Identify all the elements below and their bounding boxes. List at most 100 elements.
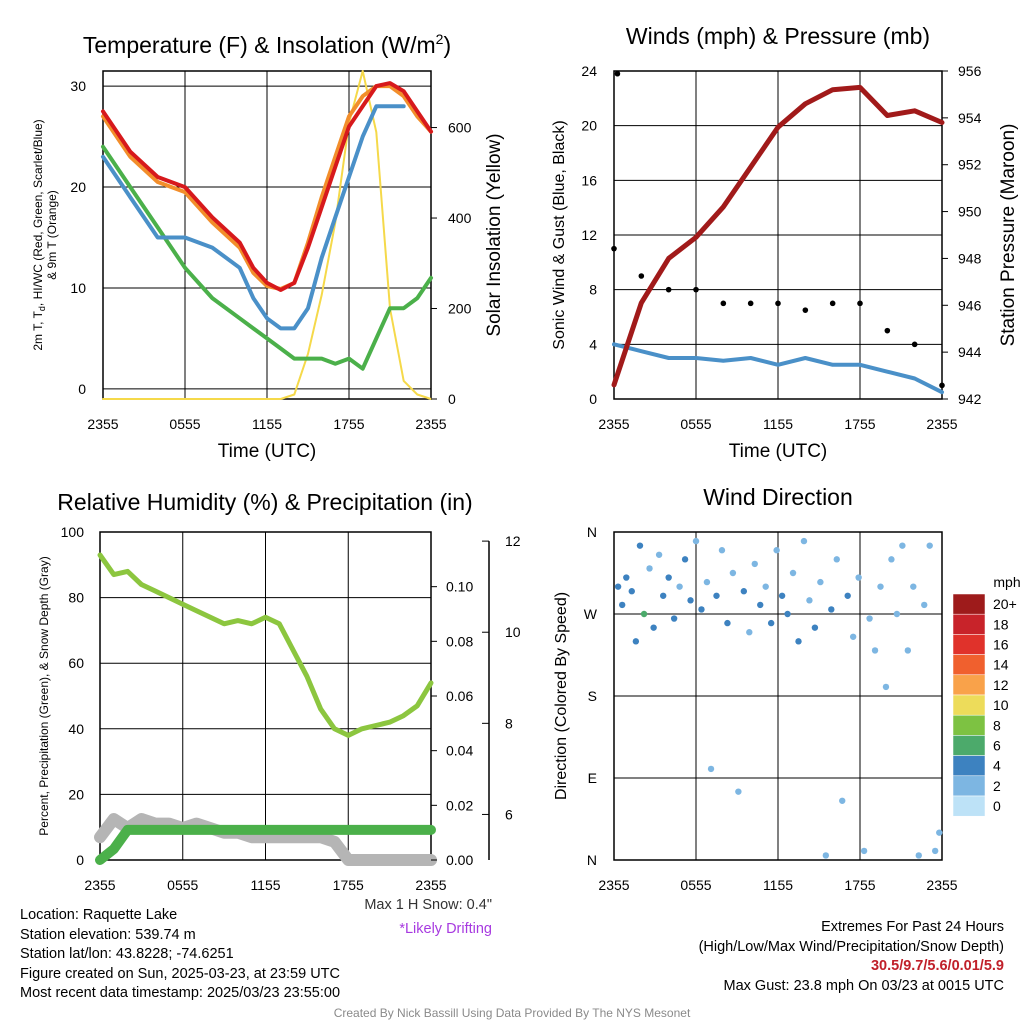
series-solar [102,70,432,400]
direction-point [724,619,731,627]
temperature-ylabel-right: Solar Insolation (Yellow) [484,133,505,336]
direction-point [844,592,851,599]
legend-label: 2 [993,778,1001,794]
y-tick-label-left: 4 [589,336,597,352]
x-tick-label: 1755 [844,416,875,432]
snow-tick-label: 12 [505,533,521,549]
legend-swatch [952,634,986,655]
y-tick-label-right: 200 [448,301,472,317]
y-tick-label-right: 600 [448,120,472,136]
drifting-note: *Likely Drifting [399,921,492,937]
winds-grid [613,70,943,400]
x-tick-label: 1155 [763,416,793,432]
humidity-ticks: 2355 0555 1155 1755 23550204060801000.000.02… [61,524,521,893]
direction-panel: Wind Direction 2355 0555 1155 1755 2355NESWN… [553,484,1021,893]
direction-point [729,569,737,577]
humidity-title: Relative Humidity (%) & Precipitation (i… [57,489,472,515]
y-tick-label-right: 950 [958,204,982,220]
direction-grid [613,531,943,861]
x-tick-label: 1755 [333,877,364,893]
direction-tick-label: W [584,606,598,622]
x-tick-label: 2355 [84,877,115,893]
y-tick-label-right: 0.06 [446,688,473,704]
y-tick-label-right: 0.04 [446,743,473,759]
legend-swatch [952,775,986,797]
series-relative-humidity [97,552,434,738]
svg-text:& 9m T (Orange): & 9m T (Orange) [45,190,59,280]
direction-title: Wind Direction [703,484,853,510]
direction-point [849,633,857,640]
direction-point [713,592,720,599]
y-tick-label-left: 40 [68,721,84,737]
y-tick-label-left: 12 [581,227,597,243]
direction-tick-label: N [587,524,597,540]
gust-point [720,300,727,307]
x-tick-label: 0555 [680,877,711,893]
y-tick-label-right: 952 [958,157,982,173]
winds-ticks: 2355 0555 1155 1755 235504812162024942944946… [581,63,981,432]
svg-text:2m T, Td, HI/WC (Red, Green, S: 2m T, Td, HI/WC (Red, Green, Scarlet/Blu… [31,119,47,350]
x-tick-label: 0555 [167,877,198,893]
direction-point [676,583,683,590]
gust-point [829,300,836,307]
legend-swatch [952,755,986,777]
gust-point [911,341,918,348]
legend-swatch [952,654,986,676]
y-tick-label-left: 0 [78,381,86,397]
y-tick-label-right: 948 [958,250,982,266]
direction-point [762,583,769,590]
direction-point [893,610,901,618]
x-tick-label: 1155 [250,877,280,893]
station-info: Location: Raquette Lake Station elevatio… [20,906,340,1004]
humidity-panel: Relative Humidity (%) & Precipitation (i… [37,489,521,893]
legend-swatch [952,674,986,696]
extremes-block: Extremes For Past 24 Hours (High/Low/Max… [699,918,1004,996]
direction-point [773,547,780,554]
series-td [101,144,433,371]
x-tick-label: 2355 [926,416,957,432]
x-tick-label: 0555 [169,416,200,432]
winds-xlabel: Time (UTC) [729,441,828,462]
x-tick-label: 2355 [598,416,629,432]
gust-point [775,300,781,307]
max-gust-point [614,70,621,77]
humidity-grid [99,531,432,861]
winds-series [611,70,945,395]
direction-point [687,597,694,604]
y-tick-label-right: 954 [958,110,982,126]
legend-swatch [952,735,986,756]
direction-point [646,565,653,572]
direction-point [877,583,884,590]
legend-label: 6 [993,738,1001,754]
direction-point [828,606,835,613]
humidity-ylabel-left: Percent, Precipitation (Green), & Snow D… [37,556,51,835]
direction-point [636,542,644,549]
x-tick-label: 1155 [763,877,793,893]
direction-point [619,601,626,609]
direction-point [833,556,840,563]
gust-point [802,307,809,313]
temperature-panel: Temperature (F) & Insolation (W/m2) 2355… [31,31,505,462]
y-tick-label-right: 0.08 [446,633,473,649]
direction-series [614,537,943,859]
gust-point [638,273,645,279]
max-snow-note: Max 1 H Snow: 0.4" [364,897,492,913]
humidity-series [94,552,437,866]
direction-tick-label: E [588,770,597,786]
direction-point [778,592,786,599]
extremes-values: 30.5/9.7/5.6/0.01/5.9 [870,958,1004,974]
legend-label: 4 [993,758,1001,774]
direction-point [795,638,802,645]
direction-point [746,629,753,636]
direction-point [871,647,879,654]
direction-point [665,574,672,581]
direction-point [789,569,797,577]
direction-point [910,583,917,590]
winds-title: Winds (mph) & Pressure (mb) [626,23,930,49]
y-tick-label-right: 956 [958,63,982,79]
direction-point [614,583,622,590]
direction-point [860,847,868,855]
series-snow-depth [94,813,437,866]
y-tick-label-right: 0.00 [446,852,473,868]
